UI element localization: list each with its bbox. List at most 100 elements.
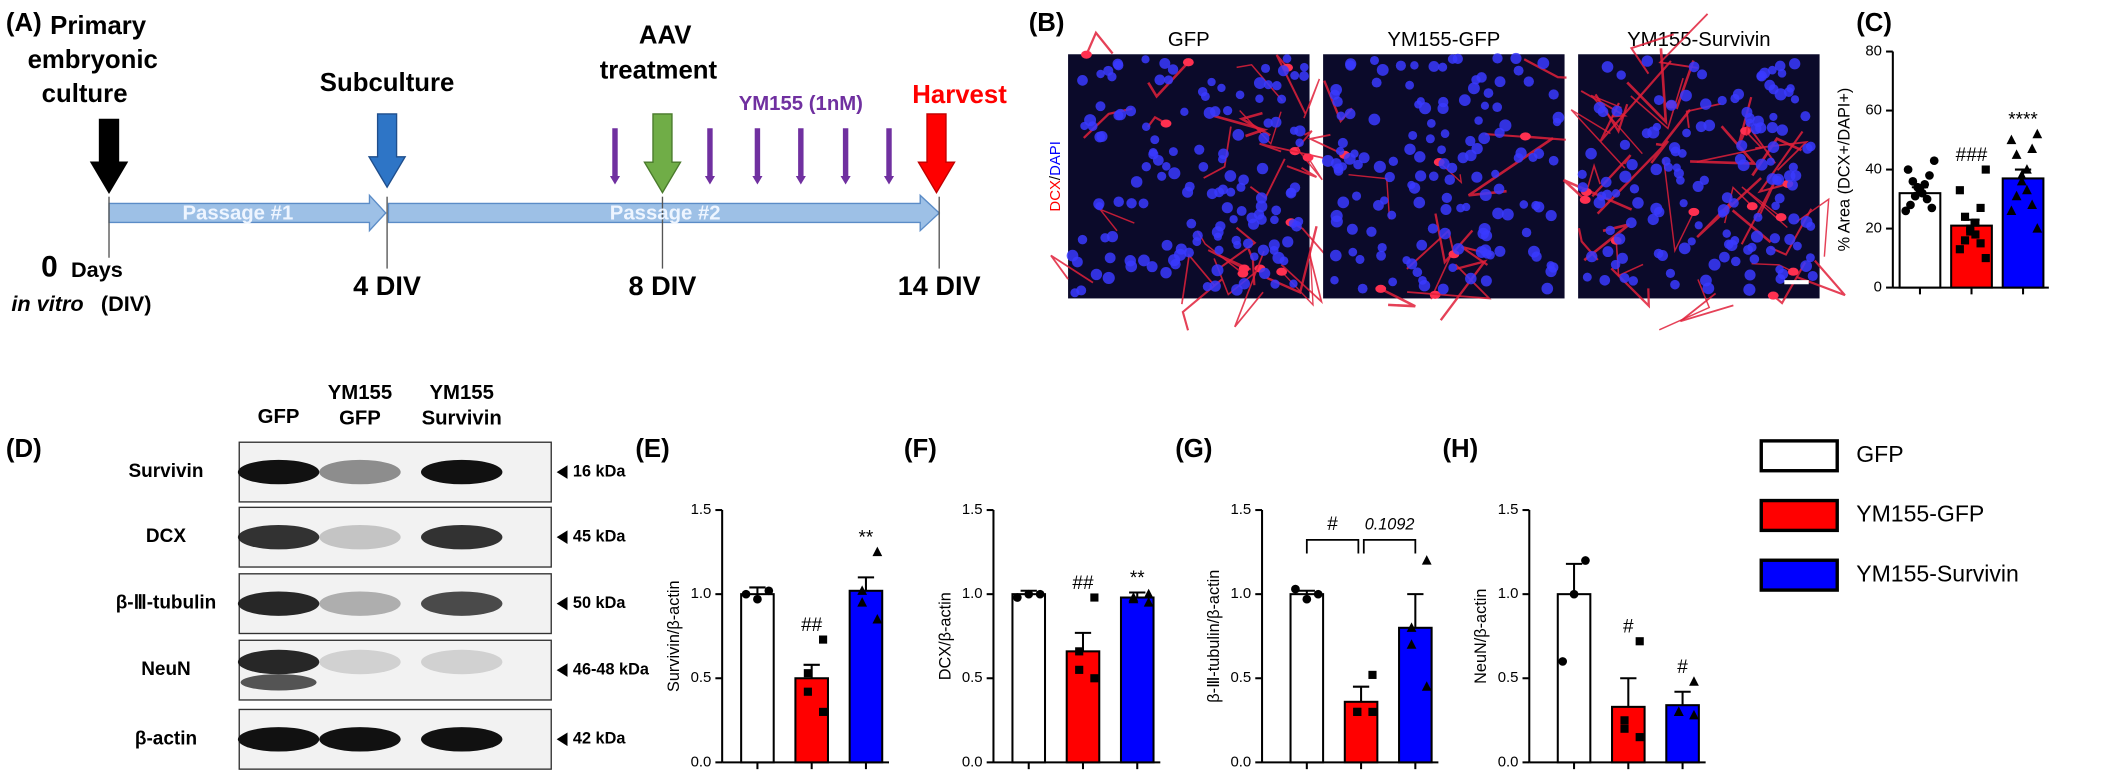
neurite	[1280, 255, 1323, 305]
nucleus	[1697, 69, 1708, 80]
image-title: YM155-Survivin	[1627, 29, 1770, 51]
nucleus	[1641, 55, 1654, 67]
micrograph	[1050, 30, 1337, 331]
error-bar	[1565, 562, 1583, 595]
nucleus	[1448, 263, 1458, 273]
lane-label: GFP	[339, 408, 381, 430]
data-point	[1910, 191, 1920, 201]
neurite	[1286, 165, 1318, 179]
soma	[1375, 284, 1387, 293]
event-label: Subculture	[320, 69, 455, 97]
data-point	[1406, 639, 1417, 649]
nucleus	[1256, 214, 1267, 225]
nucleus	[1141, 162, 1151, 172]
y-tick-label: 20	[1865, 220, 1882, 237]
nucleus	[1395, 60, 1406, 71]
nucleus	[1756, 72, 1766, 81]
event-label: AAV	[639, 21, 692, 49]
bar	[1119, 596, 1155, 764]
error-bar	[857, 576, 875, 591]
significance: #	[1623, 617, 1634, 638]
data-point	[2016, 170, 2027, 180]
nucleus	[1694, 221, 1703, 230]
size-label: 45 kDa	[573, 527, 626, 545]
y-tick-label: 1.5	[1230, 501, 1251, 518]
neurite	[1212, 114, 1269, 138]
nucleus	[1789, 58, 1801, 70]
nucleus	[1211, 264, 1224, 277]
nucleus	[1207, 77, 1216, 87]
error-bar	[1674, 690, 1691, 706]
soma	[1775, 213, 1787, 222]
bar	[1011, 593, 1047, 764]
image-title: GFP	[1168, 29, 1210, 51]
data-point	[1581, 556, 1590, 565]
panel-label: (D)	[6, 435, 42, 463]
data-point	[872, 546, 883, 557]
significance: ****	[2008, 110, 2038, 131]
nucleus	[1438, 158, 1450, 170]
data-point	[1090, 593, 1099, 602]
nucleus	[1355, 254, 1365, 264]
nucleus	[1256, 162, 1269, 175]
nucleus	[1294, 125, 1306, 137]
nucleus	[1582, 272, 1592, 282]
nucleus	[1164, 75, 1174, 85]
nucleus	[1368, 113, 1381, 126]
nucleus	[1289, 279, 1298, 288]
data-point	[1075, 647, 1084, 656]
nucleus	[1800, 260, 1813, 272]
blot-band	[237, 727, 320, 752]
nucleus	[1329, 249, 1342, 262]
nucleus	[1647, 213, 1659, 226]
nucleus	[1194, 144, 1205, 155]
nucleus	[1652, 122, 1661, 131]
data-point	[803, 669, 812, 678]
nucleus	[1235, 90, 1245, 100]
data-point	[1620, 716, 1629, 725]
blot-band	[421, 591, 503, 616]
nucleus	[1130, 176, 1143, 188]
nucleus	[1616, 70, 1626, 80]
nucleus	[1792, 241, 1802, 251]
lane-label: YM155	[429, 382, 493, 404]
nucleus	[1492, 207, 1504, 220]
data-point	[1966, 227, 1975, 236]
nucleus	[1213, 232, 1222, 241]
nucleus	[1141, 122, 1151, 131]
panel-label: (H)	[1442, 435, 1478, 463]
nucleus	[1410, 61, 1419, 70]
nucleus	[1665, 268, 1676, 279]
blot-row-label: DCX	[146, 526, 186, 547]
nucleus	[1717, 95, 1727, 106]
nucleus	[1221, 202, 1233, 214]
nucleus	[1380, 196, 1389, 205]
nucleus	[1528, 152, 1538, 162]
neurite	[1658, 13, 1709, 69]
nucleus	[1718, 209, 1727, 218]
micrograph	[1562, 13, 1846, 331]
nucleus	[1480, 275, 1492, 287]
nucleus	[1521, 227, 1532, 238]
drug-label: YM155 (1nM)	[739, 93, 863, 115]
event-arrow	[609, 128, 621, 185]
nucleus	[1087, 121, 1098, 132]
nucleus	[1478, 132, 1491, 145]
passage-arrow	[108, 193, 387, 233]
y-tick-label: 1.5	[1498, 501, 1519, 518]
bar	[1289, 593, 1325, 764]
nucleus	[1653, 206, 1665, 218]
data-point	[1976, 203, 1985, 212]
bar	[1556, 593, 1592, 764]
nucleus	[1095, 101, 1106, 112]
panel-label: (F)	[904, 435, 937, 463]
y-tick-label: 1.5	[962, 501, 983, 518]
nucleus	[1295, 138, 1304, 148]
data-point	[2032, 128, 2043, 139]
data-point	[1922, 194, 1932, 204]
nucleus	[1491, 169, 1500, 178]
data-point	[1421, 555, 1432, 565]
data-point	[1368, 670, 1377, 679]
data-point	[2011, 190, 2022, 201]
neurite	[1596, 140, 1670, 215]
